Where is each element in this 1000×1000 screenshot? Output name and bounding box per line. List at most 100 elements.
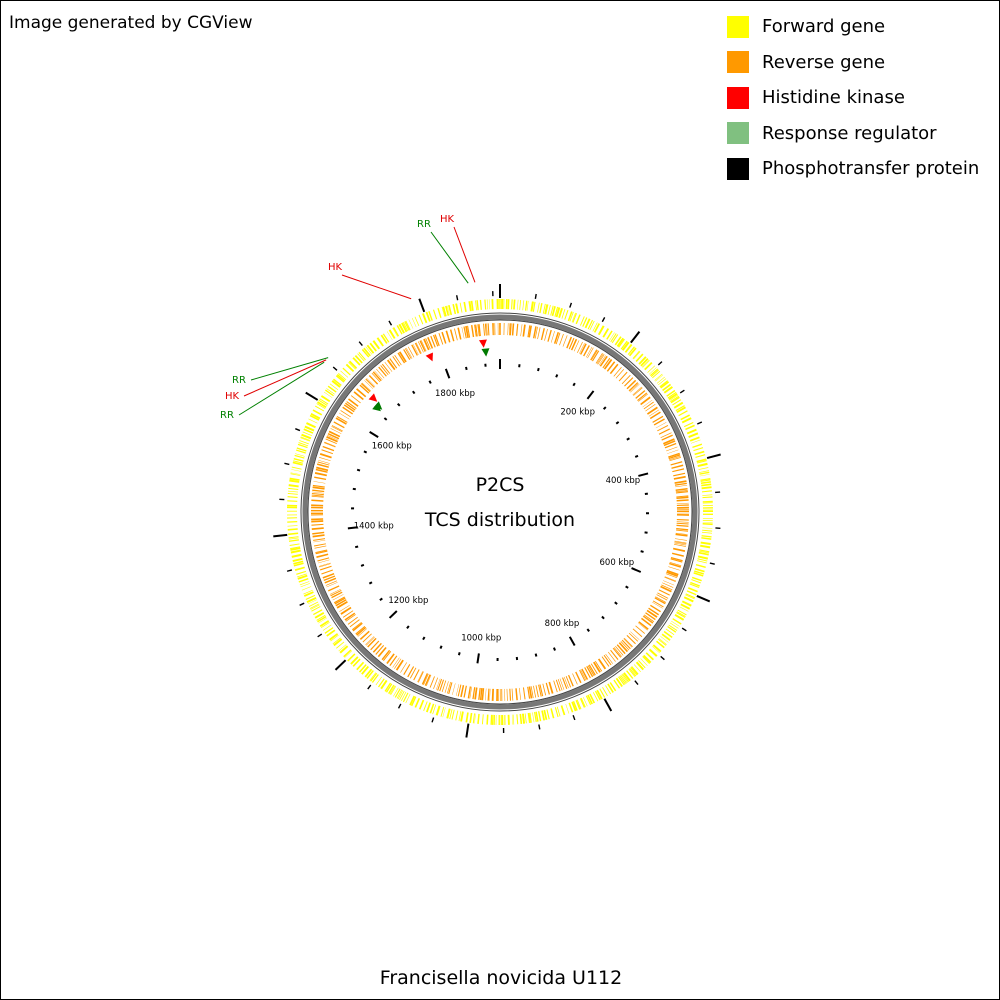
reverse-gene [594, 660, 603, 672]
reverse-gene [313, 539, 326, 543]
reverse-gene [598, 355, 606, 366]
reverse-gene [621, 374, 631, 385]
reverse-gene [395, 659, 404, 671]
forward-gene [292, 461, 303, 466]
inner-tick [601, 615, 605, 620]
forward-gene [650, 369, 660, 377]
forward-gene [517, 299, 519, 310]
reverse-gene [334, 597, 346, 605]
reverse-gene [322, 445, 335, 452]
forward-gene [522, 300, 525, 311]
reverse-gene [378, 366, 387, 377]
forward-gene [405, 693, 411, 704]
outer-tick [679, 389, 685, 394]
forward-gene [460, 711, 464, 722]
forward-gene [287, 510, 298, 512]
reverse-gene [455, 684, 460, 696]
scale-label: 1200 kbp [388, 596, 428, 606]
reverse-gene [673, 475, 686, 480]
reverse-gene [638, 393, 648, 402]
forward-gene [306, 597, 317, 604]
legend-item-response-regulator: Response regulator [727, 116, 979, 152]
forward-gene [700, 481, 711, 484]
forward-gene [411, 317, 417, 328]
forward-gene [369, 342, 377, 352]
reverse-gene [664, 576, 676, 582]
reverse-gene [527, 686, 531, 699]
callout-line [238, 361, 325, 416]
inner-tick [640, 550, 644, 553]
forward-gene [455, 710, 459, 721]
reverse-gene [324, 441, 336, 447]
forward-gene [505, 299, 508, 310]
forward-gene [302, 431, 313, 436]
reverse-gene [315, 550, 328, 555]
forward-gene [702, 510, 713, 513]
forward-gene [287, 528, 298, 531]
forward-gene [555, 307, 561, 318]
reverse-gene [597, 354, 605, 365]
reverse-gene [463, 326, 467, 339]
forward-gene [633, 664, 641, 673]
forward-gene [288, 487, 299, 491]
reverse-gene [326, 436, 338, 443]
forward-gene [414, 697, 421, 708]
reverse-gene [548, 681, 554, 694]
reverse-gene [629, 383, 639, 392]
reverse-gene [324, 577, 337, 584]
inner-tick [379, 597, 383, 601]
forward-gene [507, 299, 510, 310]
forward-gene [693, 447, 704, 452]
forward-gene [447, 305, 450, 316]
forward-gene [534, 711, 537, 722]
reverse-gene [311, 509, 324, 512]
forward-gene [618, 676, 625, 686]
forward-gene [369, 672, 377, 681]
forward-gene [628, 668, 636, 677]
legend-label-response-regulator: Response regulator [762, 122, 937, 144]
callout-line [250, 357, 329, 381]
forward-gene [333, 378, 342, 386]
forward-gene [535, 711, 539, 722]
inner-tick [537, 367, 540, 372]
forward-gene [698, 551, 709, 556]
forward-gene [307, 599, 317, 605]
reverse-gene [503, 323, 505, 336]
reverse-gene [676, 514, 689, 516]
scale-label: 600 kbp [600, 558, 635, 568]
reverse-gene [457, 684, 462, 697]
reverse-gene [568, 337, 575, 350]
forward-gene [429, 703, 435, 714]
reverse-gene [559, 333, 564, 346]
forward-gene [554, 707, 559, 718]
forward-gene [556, 706, 561, 717]
forward-gene [660, 636, 669, 643]
forward-gene [674, 613, 685, 621]
reverse-gene [537, 327, 541, 340]
inner-tick [356, 468, 361, 472]
reverse-gene [624, 377, 634, 387]
outer-tick [534, 293, 537, 300]
forward-gene [609, 682, 617, 692]
reverse-gene [392, 356, 400, 367]
reverse-gene [662, 438, 675, 445]
forward-gene [446, 708, 451, 719]
inner-tick [383, 417, 388, 421]
reverse-gene [675, 484, 688, 488]
forward-gene [701, 490, 712, 493]
reverse-gene [394, 354, 402, 366]
forward-gene [642, 656, 650, 664]
forward-gene [451, 709, 455, 720]
forward-gene [696, 460, 707, 464]
reverse-gene [597, 658, 607, 670]
forward-gene [572, 313, 577, 323]
forward-gene [326, 388, 335, 395]
reverse-gene [615, 368, 625, 379]
reverse-gene [467, 325, 471, 338]
legend-label-forward-gene: Forward gene [762, 16, 886, 38]
reverse-gene-track [307, 319, 693, 705]
reverse-gene [509, 323, 512, 336]
inner-tick [354, 545, 359, 549]
reverse-gene [478, 687, 481, 700]
inner-scale-ticks [347, 359, 650, 664]
